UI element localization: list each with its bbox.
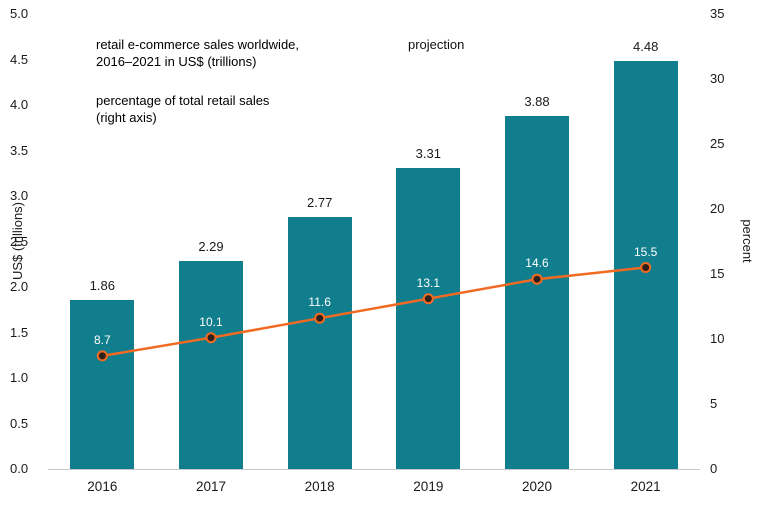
left-axis-tick-label: 2.0 [10, 279, 29, 294]
legend-bar-line2: 2016–2021 in US$ (trillions) [96, 54, 257, 69]
left-axis-tick-label: 1.5 [10, 324, 29, 340]
line-value-label: 10.1 [199, 314, 223, 329]
left-axis-tick-label: 4.0 [10, 97, 29, 112]
bar-value-label: 2.29 [198, 238, 224, 254]
x-axis-label: 2020 [521, 479, 552, 494]
line-marker [640, 262, 652, 273]
bar-2018 [287, 216, 352, 469]
left-axis-tick-label: 1.0 [10, 370, 29, 385]
bar-2017 [179, 260, 243, 469]
legend-bar-series: retail e-commerce sales worldwide, 2016–… [96, 36, 299, 70]
line-marker [205, 332, 217, 344]
x-axis-label: 2017 [195, 479, 226, 494]
bar-2019 [396, 167, 461, 469]
line-value-label: 14.6 [525, 256, 549, 271]
x-axis-label: 2019 [413, 479, 444, 494]
bar-2020 [505, 115, 569, 469]
legend-line-line2: (right axis) [96, 110, 157, 125]
line-series [96, 262, 652, 362]
right-axis-tick-label: 35 [710, 6, 725, 21]
right-axis-tick-label: 20 [710, 201, 725, 216]
line-marker [96, 350, 108, 362]
x-axis-label: 2016 [87, 479, 118, 494]
line-marker [422, 293, 434, 305]
left-axis-tick-label: 5.0 [10, 6, 29, 21]
left-axis-tick-label: 3.0 [10, 188, 29, 203]
legend-line-line1: percentage of total retail sales [96, 93, 270, 108]
bar-value-label: 4.48 [633, 39, 659, 55]
x-axis-label: 2021 [630, 479, 661, 494]
line-marker [314, 312, 326, 324]
bar-2016 [70, 299, 135, 469]
bar-value-label: 3.31 [415, 145, 441, 161]
bar-value-label: 2.77 [307, 194, 333, 210]
line-value-label: 13.1 [416, 275, 440, 290]
line-path [102, 266, 646, 358]
right-axis-tick-label: 10 [710, 331, 725, 346]
line-marker [531, 273, 543, 285]
line-value-label: 15.5 [633, 244, 658, 259]
left-axis-tick-label: 4.5 [10, 51, 29, 67]
right-axis-tick-label: 30 [710, 71, 725, 86]
x-axis-label: 2018 [304, 479, 335, 494]
bar-value-label: 3.88 [524, 93, 550, 109]
right-axis-title: percent [740, 219, 755, 263]
left-axis-tick-label: 0.5 [10, 415, 29, 431]
right-axis-tick-label: 25 [710, 136, 725, 151]
x-axis-baseline [48, 469, 700, 470]
left-axis-tick-label: 0.0 [10, 461, 29, 476]
right-axis-tick-label: 5 [710, 396, 718, 411]
bar-value-label: 1.86 [89, 277, 115, 293]
legend-bar-line1: retail e-commerce sales worldwide, [96, 37, 300, 52]
left-axis-tick-label: 3.5 [10, 142, 29, 158]
left-axis-tick-label: 2.5 [10, 233, 29, 249]
line-value-label: 11.6 [308, 295, 331, 310]
right-axis-tick-label: 0 [710, 461, 718, 476]
legend-line-series: percentage of total retail sales (right … [96, 92, 269, 126]
right-axis-tick-label: 15 [710, 266, 725, 281]
line-value-label: 8.7 [93, 332, 111, 347]
projection-annotation: projection [408, 37, 465, 52]
